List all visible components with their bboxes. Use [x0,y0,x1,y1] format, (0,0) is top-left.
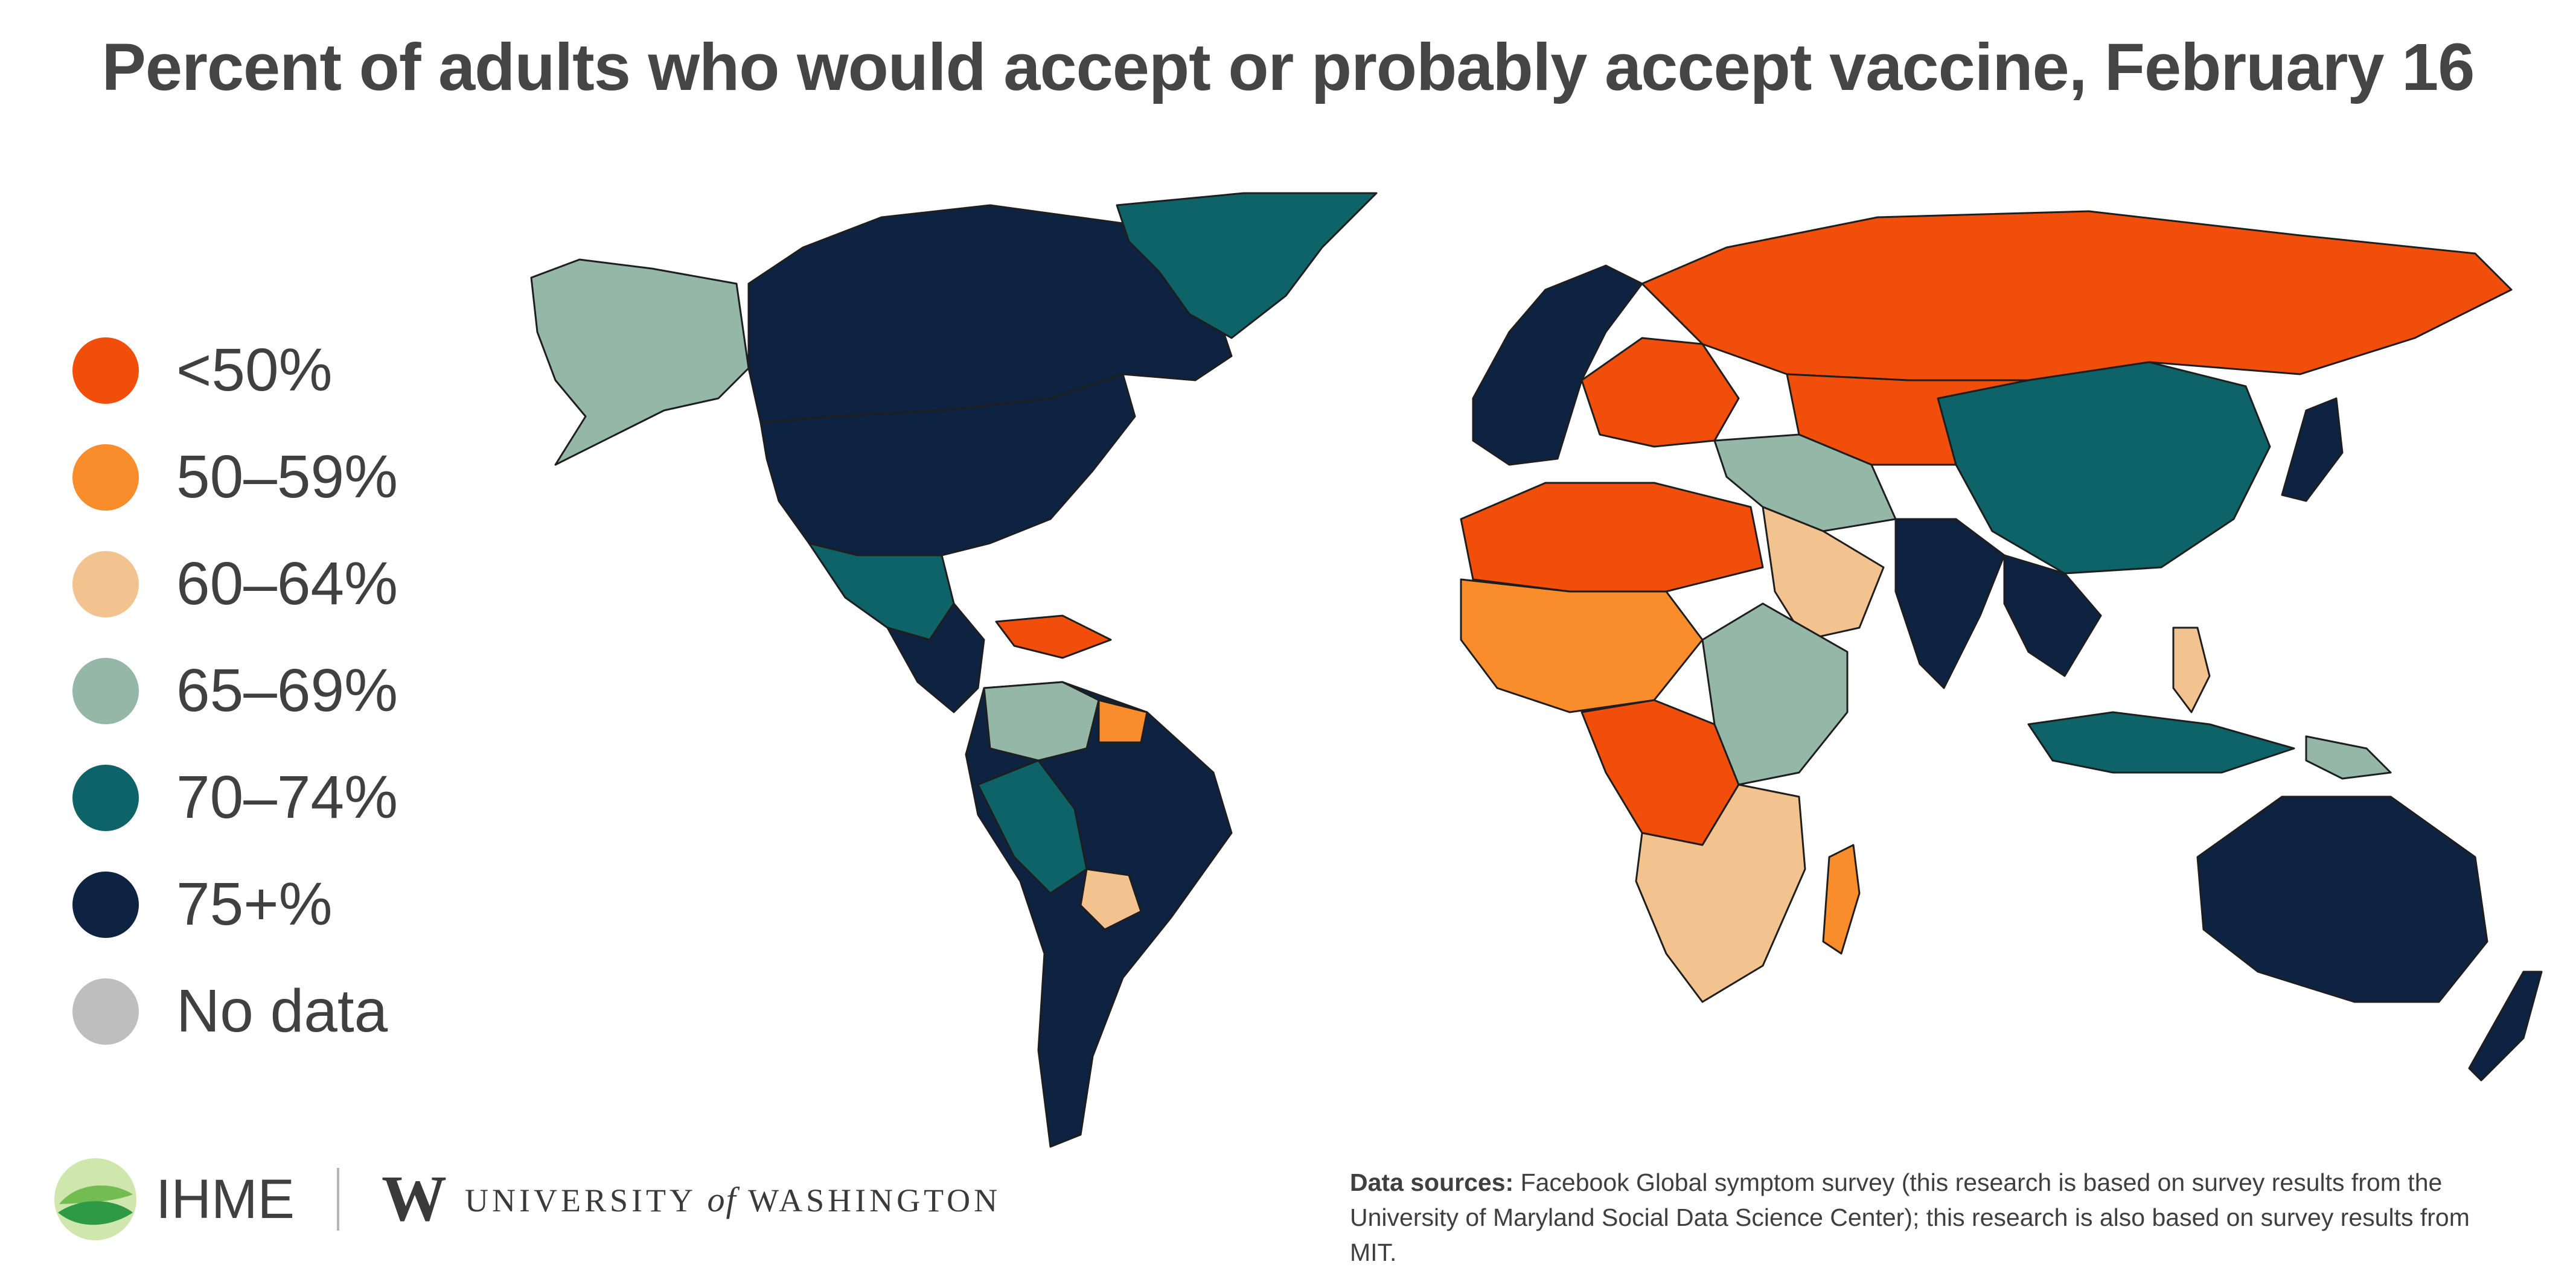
legend-swatch [72,871,139,938]
ihme-wordmark: IHME [156,1168,295,1230]
region-central-america [886,602,985,713]
region-western-europe [1472,264,1643,466]
region-indonesia [2027,711,2295,774]
region-middle-east [1713,433,1897,532]
region-north-africa [1460,482,1764,593]
region-alaska [530,258,750,466]
uw-wordmark-prefix: UNIVERSITY [465,1182,708,1219]
legend-item: No data [72,958,398,1065]
legend-label: <50% [176,336,333,404]
uw-wordmark-of: of [707,1179,737,1219]
legend-label: No data [176,977,388,1045]
legend-swatch [72,978,139,1045]
uw-wordmark-suffix: WASHINGTON [737,1182,1002,1219]
legend-item: 65–69% [72,637,398,744]
logo-divider [337,1168,339,1231]
region-madagascar [1822,844,1861,955]
region-east-africa [1701,602,1849,786]
region-paraguay [1079,868,1142,931]
legend: <50% 50–59% 60–64% 65–69% 70–74% 75+% No… [72,317,398,1065]
region-usa [759,373,1136,556]
region-eastern-europe [1580,337,1740,448]
region-colombia-venezuela [983,681,1100,762]
region-mexico [808,542,955,641]
uw-w-logo-icon: W [382,1163,447,1235]
region-australia [2196,795,2488,1003]
region-southern-africa [1635,783,1806,1003]
legend-item: 70–74% [72,744,398,851]
ihme-leaf-logo-icon [54,1158,136,1240]
legend-label: 70–74% [176,764,398,831]
region-greenland [1116,192,1378,339]
region-india [1894,518,2006,689]
region-southeast-asia [2003,554,2102,677]
data-sources-label: Data sources: [1350,1168,1514,1196]
region-caribbean [995,614,1112,659]
map-title: Percent of adults who would accept or pr… [101,30,2475,104]
uw-wordmark: UNIVERSITY of WASHINGTON [465,1179,1001,1220]
legend-label: 50–59% [176,443,398,511]
region-arabia [1762,506,1885,641]
world-map [530,192,2543,1148]
legend-swatch [72,764,139,831]
legend-item: 75+% [72,851,398,958]
region-russia [1641,210,2513,381]
legend-label: 75+% [176,870,333,938]
region-china [1937,361,2271,575]
legend-item: 60–64% [72,531,398,637]
data-sources-text: Facebook Global symptom survey (this res… [1350,1168,2470,1266]
legend-label: 65–69% [176,657,398,724]
legend-swatch [72,444,139,511]
region-philippines [2172,626,2211,713]
legend-label: 60–64% [176,550,398,617]
footer-logos: IHME W UNIVERSITY of WASHINGTON [53,1154,1001,1245]
legend-swatch [72,657,139,724]
legend-swatch [72,550,139,617]
region-new-zealand [2468,971,2543,1082]
region-sahel [1460,578,1704,713]
region-papua-new-guinea [2305,735,2392,780]
legend-item: 50–59% [72,424,398,531]
legend-item: <50% [72,317,398,424]
legend-swatch [72,337,139,404]
region-guyana [1098,699,1148,744]
region-japan [2281,397,2344,502]
data-sources-note: Data sources: Facebook Global symptom su… [1350,1165,2497,1270]
